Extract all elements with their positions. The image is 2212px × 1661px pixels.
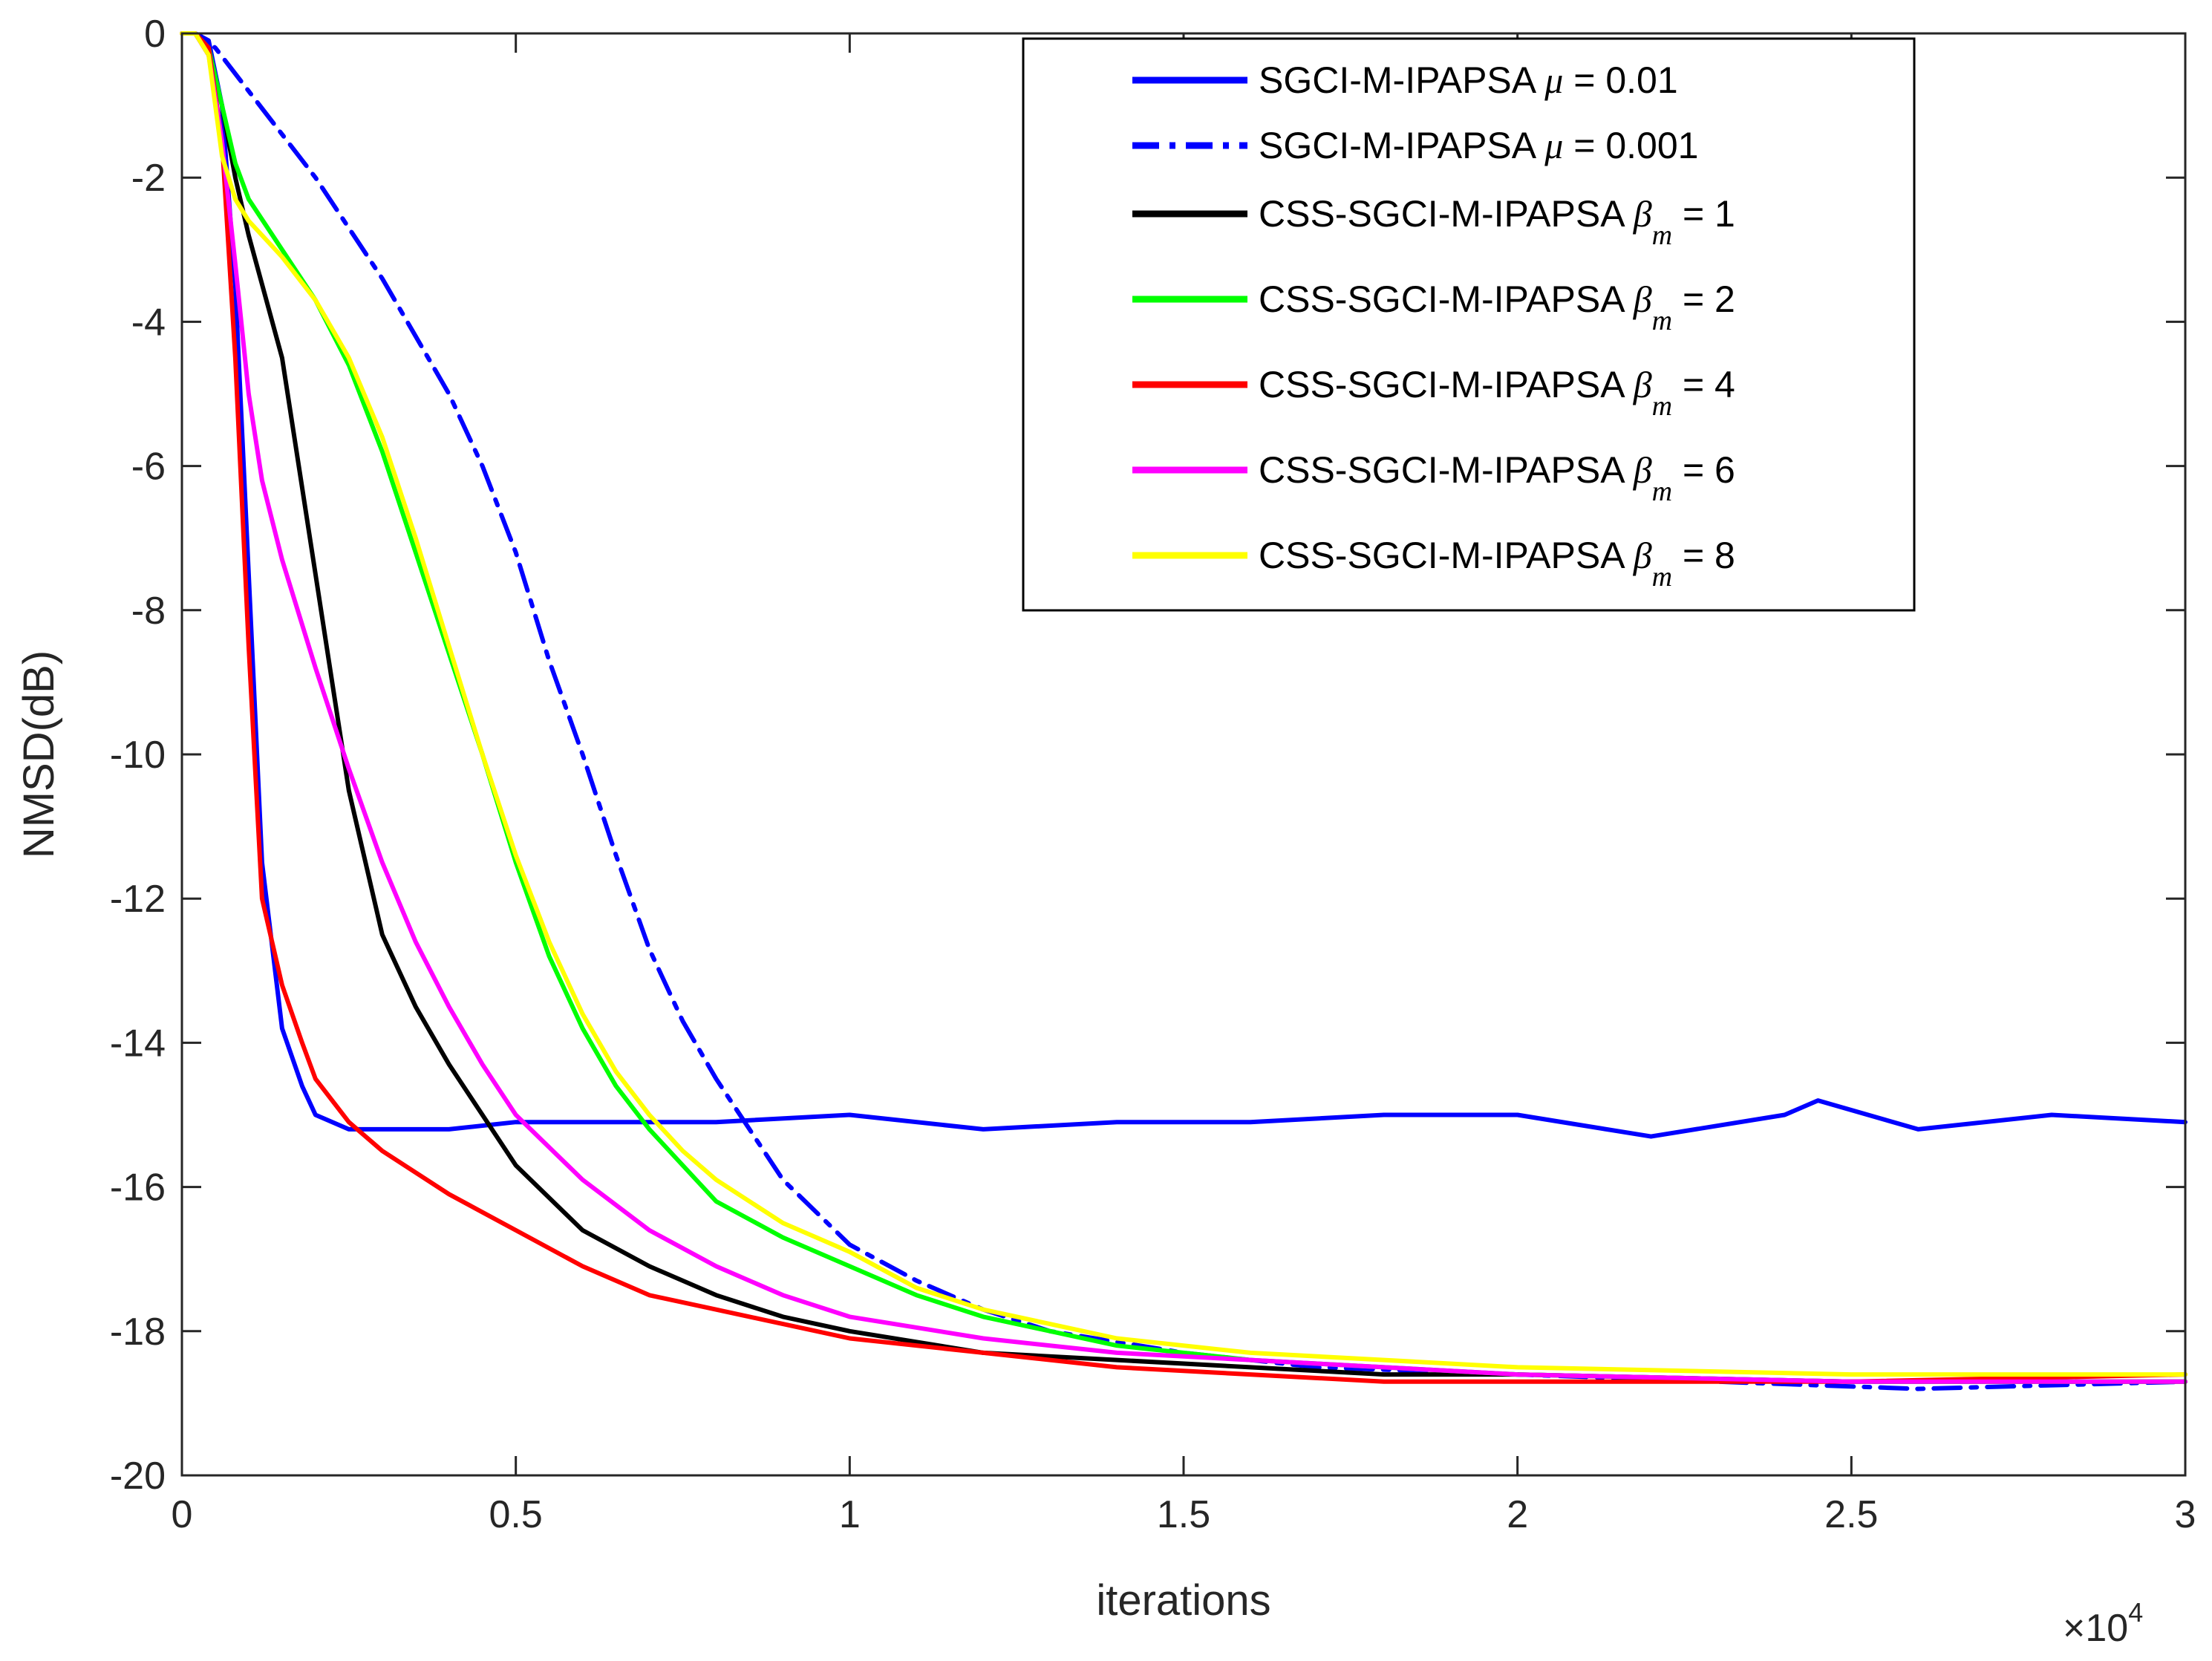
legend-entry-1: SGCI-M-IPAPSA μ = 0.01 — [1132, 59, 1678, 101]
legend-label: CSS-SGCI-M-IPAPSA βm = 2 — [1259, 278, 1735, 336]
legend-series-name: CSS-SGCI-M-IPAPSA — [1259, 449, 1634, 491]
legend-param-value: = 4 — [1672, 364, 1735, 405]
legend-entry-5: CSS-SGCI-M-IPAPSA βm = 4 — [1132, 364, 1735, 422]
legend-label: CSS-SGCI-M-IPAPSA βm = 1 — [1259, 193, 1735, 251]
legend-param-symbol: μ — [1544, 59, 1563, 101]
y-tick-label: -10 — [110, 734, 166, 777]
y-tick-label: -20 — [110, 1455, 166, 1498]
legend-param-subscript: m — [1652, 561, 1672, 593]
series-line-5 — [180, 31, 2187, 1384]
legend-series-name: CSS-SGCI-M-IPAPSA — [1259, 535, 1634, 576]
series-line-7 — [180, 31, 2187, 1377]
series-line-3 — [180, 31, 2187, 1384]
legend-param-symbol: β — [1633, 364, 1652, 405]
legend-entry-6: CSS-SGCI-M-IPAPSA βm = 6 — [1132, 449, 1735, 507]
legend-param-value: = 0.01 — [1563, 59, 1677, 101]
legend-box — [1022, 37, 1916, 612]
legend-series-name: CSS-SGCI-M-IPAPSA — [1259, 364, 1634, 405]
legend-param-symbol: β — [1633, 535, 1652, 576]
series-layer — [180, 31, 2187, 1391]
x-tick-label: 0.5 — [489, 1493, 543, 1536]
legend-param-subscript: m — [1652, 220, 1672, 251]
legend-param-symbol: β — [1633, 449, 1652, 491]
y-tick-label: 0 — [144, 13, 166, 56]
y-tick-label: -18 — [110, 1311, 166, 1354]
legend-param-value: = 0.001 — [1563, 125, 1698, 166]
x-exponent-power: 4 — [2128, 1597, 2143, 1628]
legend-label: SGCI-M-IPAPSA μ = 0.01 — [1259, 59, 1678, 101]
y-tick-label: -14 — [110, 1022, 166, 1065]
legend-label: CSS-SGCI-M-IPAPSA βm = 6 — [1259, 449, 1735, 507]
legend-param-value: = 1 — [1672, 193, 1735, 235]
legend-entry-3: CSS-SGCI-M-IPAPSA βm = 1 — [1132, 193, 1735, 251]
series-line-2 — [180, 31, 2187, 1391]
legend-series-name: CSS-SGCI-M-IPAPSA — [1259, 278, 1634, 320]
y-axis-label: NMSD(dB) — [15, 650, 63, 858]
y-tick-label: -2 — [131, 157, 166, 200]
y-tick-label: -8 — [131, 590, 166, 633]
y-tick-label: -4 — [131, 301, 166, 344]
legend-entry-2: SGCI-M-IPAPSA μ = 0.001 — [1132, 125, 1698, 166]
legend-series-name: SGCI-M-IPAPSA — [1259, 59, 1544, 101]
legend-param-subscript: m — [1652, 391, 1672, 422]
legend-param-subscript: m — [1652, 476, 1672, 507]
x-tick-label: 2.5 — [1824, 1493, 1878, 1536]
x-tick-label: 3 — [2175, 1493, 2196, 1536]
x-tick-label: 1 — [839, 1493, 861, 1536]
legend-label: SGCI-M-IPAPSA μ = 0.001 — [1259, 125, 1698, 166]
x-exponent-base: ×10 — [2063, 1607, 2128, 1650]
y-tick-label: -12 — [110, 878, 166, 921]
legend-series-name: SGCI-M-IPAPSA — [1259, 125, 1544, 166]
legend-param-symbol: β — [1633, 193, 1652, 235]
legend-param-symbol: β — [1633, 278, 1652, 320]
x-axis-label: iterations — [1096, 1576, 1270, 1625]
legend-param-value: = 8 — [1672, 535, 1735, 576]
svg-text:×104: ×104 — [2063, 1597, 2143, 1650]
y-axis-ticks: 0 -2 -4 -6 -8 -10 -12 -14 -16 -18 -20 — [110, 13, 2185, 1498]
legend-series-name: CSS-SGCI-M-IPAPSA — [1259, 193, 1634, 235]
legend-param-value: = 6 — [1672, 449, 1735, 491]
x-tick-label: 0 — [172, 1493, 193, 1536]
x-axis-ticks: 0 0.5 1 1.5 2 2.5 3 — [172, 33, 2196, 1536]
legend-entry-4: CSS-SGCI-M-IPAPSA βm = 2 — [1132, 278, 1735, 336]
y-tick-label: -16 — [110, 1166, 166, 1210]
x-tick-label: 1.5 — [1157, 1493, 1210, 1536]
legend-param-value: = 2 — [1672, 278, 1735, 320]
legend-param-subscript: m — [1652, 305, 1672, 336]
series-line-6 — [180, 31, 2187, 1384]
x-axis-exponent: ×104 — [2063, 1597, 2143, 1650]
series-line-4 — [180, 31, 2187, 1384]
x-tick-label: 2 — [1507, 1493, 1528, 1536]
y-tick-label: -6 — [131, 446, 166, 489]
legend-param-symbol: μ — [1544, 125, 1563, 166]
legend-label: CSS-SGCI-M-IPAPSA βm = 4 — [1259, 364, 1735, 422]
series-line-1 — [180, 31, 2187, 1139]
legend-entry-7: CSS-SGCI-M-IPAPSA βm = 8 — [1132, 535, 1735, 593]
legend-label: CSS-SGCI-M-IPAPSA βm = 8 — [1259, 535, 1735, 593]
